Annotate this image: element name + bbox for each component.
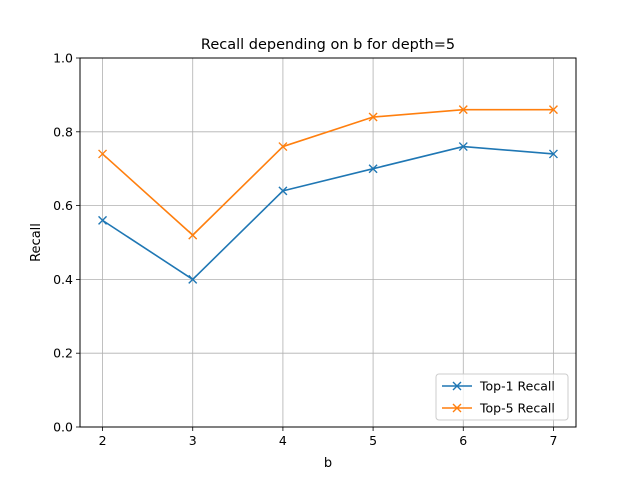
- data-point-marker: [98, 215, 108, 225]
- data-point-marker: [548, 149, 558, 159]
- legend-label: Top-1 Recall: [479, 379, 555, 394]
- data-point-marker: [188, 274, 198, 284]
- data-point-marker: [278, 186, 288, 196]
- data-point-marker: [458, 105, 468, 115]
- data-point-marker: [368, 112, 378, 122]
- legend-swatch-marker: [452, 403, 462, 413]
- data-point-marker: [188, 230, 198, 240]
- data-point-marker: [548, 105, 558, 115]
- x-tick-label: 6: [459, 433, 467, 448]
- y-tick-label: 0.4: [53, 272, 73, 287]
- plot-frame: [79, 57, 577, 428]
- ticks: 2 3 4 5 6 7 0.0 0.2 0.4 0.6 0.8 1.0: [53, 51, 557, 449]
- x-tick-label: 7: [549, 433, 557, 448]
- y-tick-label: 0.0: [53, 420, 73, 435]
- y-tick-label: 0.8: [53, 124, 73, 139]
- chart-title: Recall depending on b for depth=5: [201, 37, 455, 53]
- series-line-top-1: [102, 145, 554, 281]
- x-tick-label: 5: [369, 433, 377, 448]
- legend-label: Top-5 Recall: [479, 401, 555, 416]
- y-tick-label: 0.6: [53, 198, 73, 213]
- legend: Top-1 Recall Top-5 Recall: [435, 373, 569, 421]
- legend-swatch-marker: [452, 381, 462, 391]
- series-layer: [98, 105, 558, 284]
- data-point-marker: [278, 142, 288, 152]
- series-line-top-5: [102, 108, 554, 236]
- data-point-marker: [458, 142, 468, 152]
- x-tick-label: 2: [99, 433, 107, 448]
- y-tick-label: 1.0: [53, 51, 73, 66]
- x-tick-label: 3: [189, 433, 197, 448]
- y-axis-label: Recall: [29, 223, 44, 262]
- data-point-marker: [98, 149, 108, 159]
- x-axis-label: b: [324, 456, 332, 471]
- y-tick-label: 0.2: [53, 346, 73, 361]
- x-tick-label: 4: [279, 433, 287, 448]
- data-point-marker: [368, 164, 378, 174]
